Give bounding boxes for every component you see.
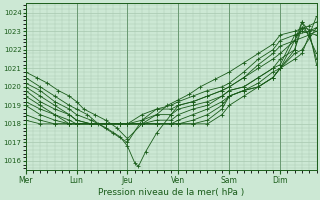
X-axis label: Pression niveau de la mer( hPa ): Pression niveau de la mer( hPa ) [98,188,244,197]
